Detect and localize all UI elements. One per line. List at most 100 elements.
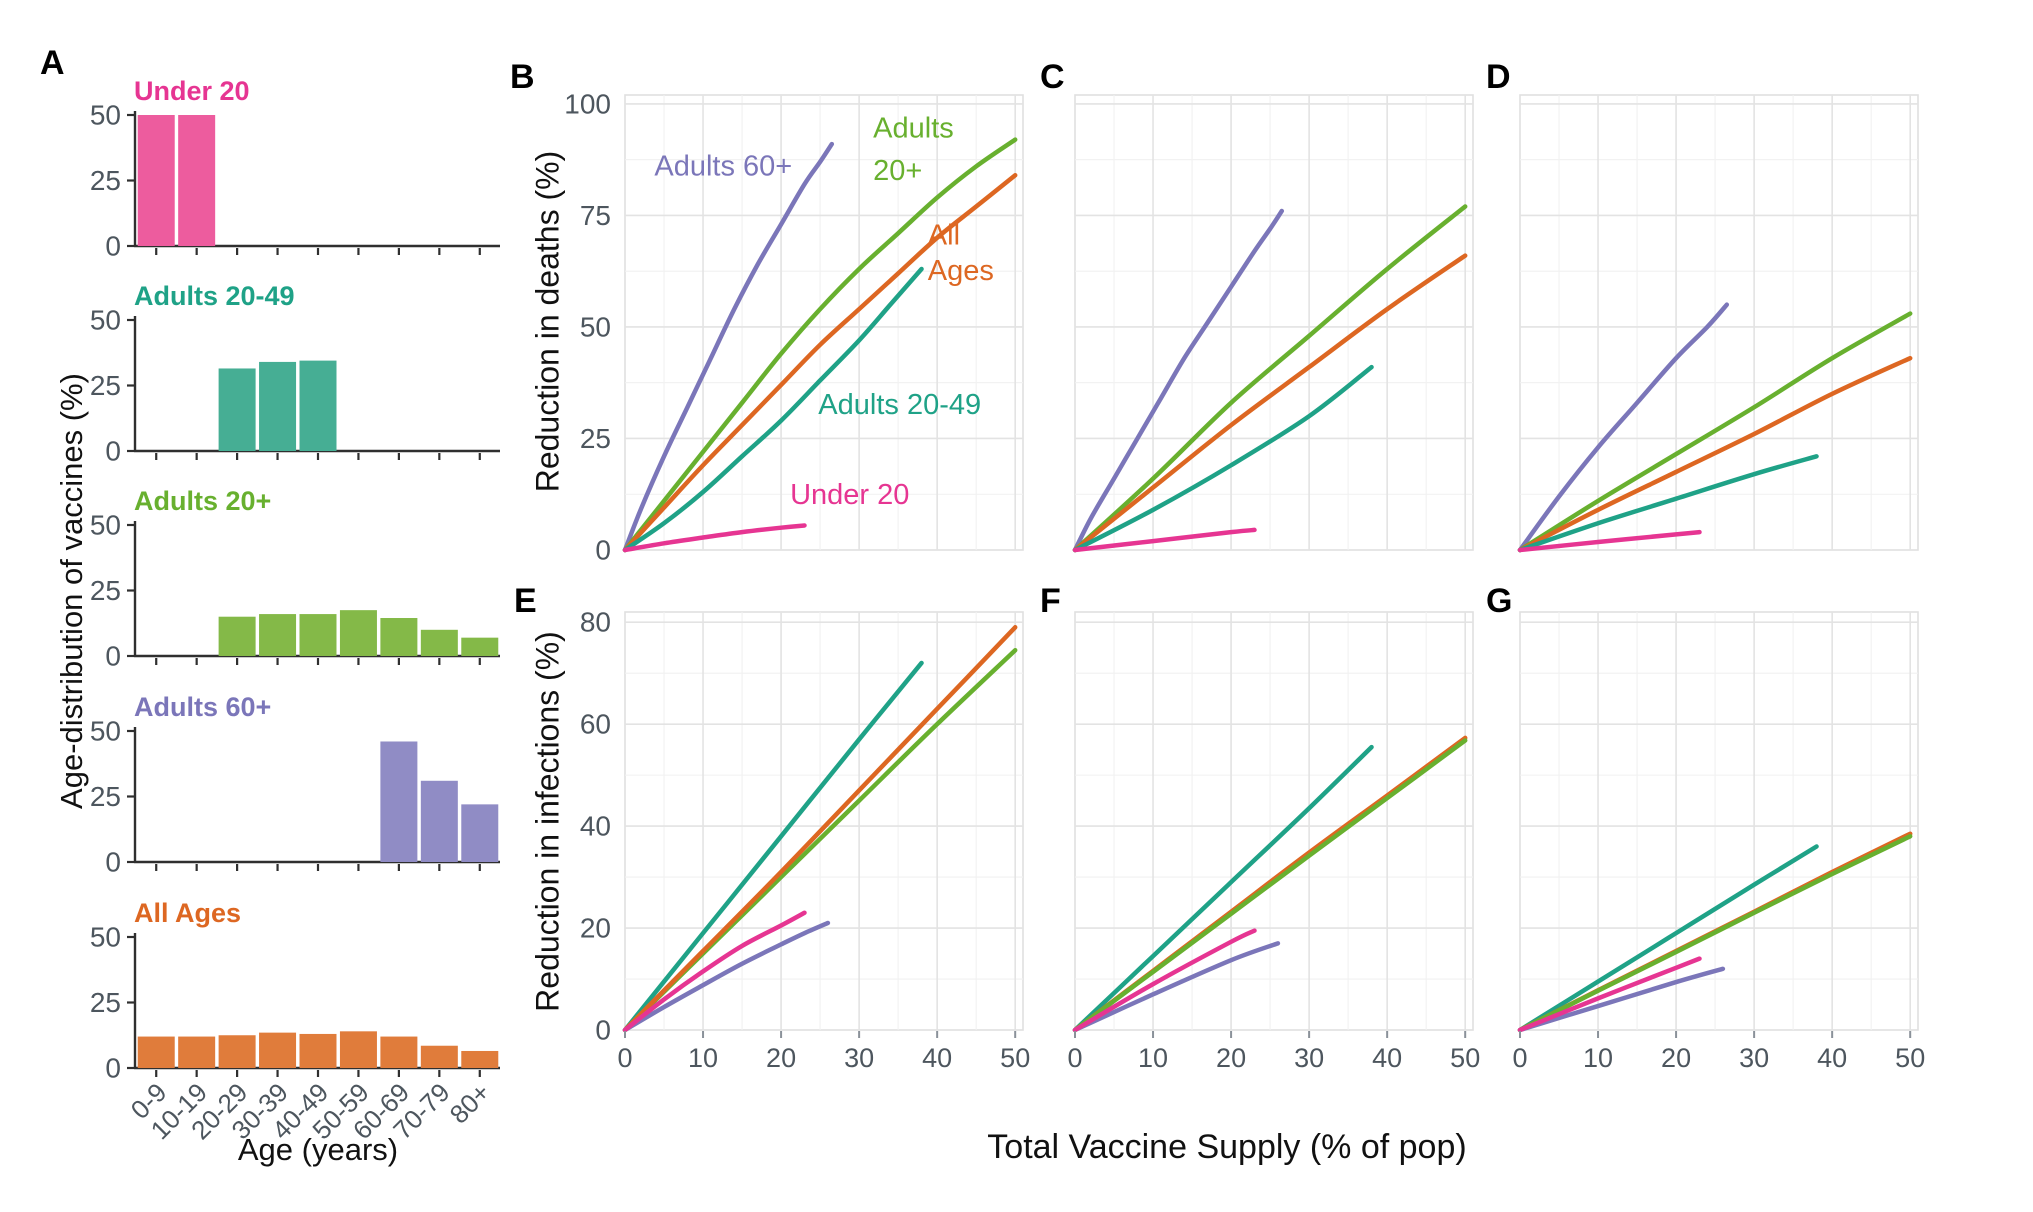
x-tick-label: 40 [1372,1043,1402,1073]
series-label-adults2049: Adults 20-49 [818,389,981,421]
line-under20 [622,523,807,553]
y-tick-label: 25 [90,575,121,606]
y-tick-label: 50 [90,510,121,541]
y-tick-label: 25 [90,370,121,401]
y-tick-label: 80 [580,607,611,638]
line-under20 [1072,527,1257,553]
bar-80+ [461,1050,499,1068]
y-tick-label: 50 [580,311,611,342]
bar-60-69 [380,741,418,862]
y-tick-label: 25 [90,165,121,196]
bar-70-79 [420,629,458,656]
bar-title-under-20: Under 20 [134,76,250,106]
line-adults2049 [1072,744,1374,1033]
line-adults60plus [622,920,831,1033]
bar-10-19 [178,1036,216,1068]
bar-50-59 [339,610,377,656]
panel-label-e: E [514,582,537,620]
line-allages [622,173,1018,553]
y-tick-label: 0 [105,231,121,262]
line-adults20plus [1517,311,1913,553]
bar-30-39 [259,614,297,656]
x-tick-label: 0 [1512,1043,1527,1073]
bar-40-49 [299,360,337,451]
bar-80+ [461,637,499,656]
y-tick-label: 25 [90,987,121,1018]
line-adults2049 [622,266,924,553]
y-tick-label: 50 [90,100,121,131]
series-label-adults60plus: Adults 60+ [654,150,792,182]
line-panel-svg-E: 0 20 40 60 80 0 10 20 30 40 50 [580,607,1030,1073]
line-adults20plus [1072,738,1468,1033]
bar-title-adults-20-49: Adults 20-49 [134,281,295,311]
age-x-axis-title: Age (years) [237,1132,399,1167]
bar-chart-svg-A2: 0 25 50 [90,305,500,467]
y-tick-label: 25 [90,781,121,812]
x-tick-label: 20 [766,1043,796,1073]
y-tick-label: 40 [580,811,611,842]
y-tick-label: 0 [105,1053,121,1084]
line-allages [1072,253,1468,553]
x-tick-label: 20 [1216,1043,1246,1073]
bar-20-29 [218,616,256,656]
x-tick-label: 0 [1067,1043,1082,1073]
series-label-under20: Under 20 [790,479,909,511]
y-tick-label: 75 [580,200,611,231]
y-tick-label: 50 [90,922,121,953]
line-panel-svg-G: 0 10 20 30 40 50 [1512,611,1925,1073]
bar-chart-svg-A3: 0 25 50 [90,510,500,672]
y-tick-label: 0 [595,535,611,566]
bar-40-49 [299,614,337,656]
line-under20 [1517,956,1702,1033]
line-adults60plus [1517,966,1726,1033]
panel-label-g: G [1486,582,1513,620]
x-tick-label: 30 [1294,1043,1324,1073]
line-adults20plus [1517,834,1913,1033]
y-tick-label: 50 [90,716,121,747]
bar-chart-svg-A4: 0 25 50 [90,716,500,878]
bar-70-79 [420,1045,458,1068]
bar-title-all-ages: All Ages [134,898,242,928]
line-under20 [1072,928,1257,1033]
bar-20-29 [218,368,256,451]
panel-label-d: D [1486,58,1511,96]
line-adults20plus [1072,204,1468,553]
line-adults60plus [1517,302,1730,553]
bar-40-49 [299,1033,337,1068]
line-adults2049 [1517,454,1819,553]
x-tick-label: 0 [617,1043,632,1073]
bar-50-59 [339,1031,377,1068]
y-tick-label: 0 [595,1015,611,1046]
y-tick-label: 0 [105,847,121,878]
line-under20 [622,910,807,1033]
bar-30-39 [259,1032,297,1068]
x-tick-label: 40 [1817,1043,1847,1073]
bar-title-adults-60plus: Adults 60+ [134,692,272,722]
line-adults20plus [622,137,1018,553]
bar-chart-svg-A5: 025500-910-1920-2930-3940-4950-5960-6970… [90,922,500,1145]
x-tick-label: 50 [1450,1043,1480,1073]
y-tick-label: 20 [580,913,611,944]
series-label-allages: All [928,220,960,252]
bar-10-19 [178,115,216,246]
x-tick-label: 50 [1895,1043,1925,1073]
series-label-adults20plus: 20+ [873,155,922,187]
bar-title-adults-20plus: Adults 20+ [134,486,272,516]
line-under20 [1517,529,1702,553]
x-tick-label: 30 [1739,1043,1769,1073]
x-tick-label: 40 [922,1043,952,1073]
supply-x-axis-title: Total Vaccine Supply (% of pop) [987,1128,1467,1166]
y-tick-label: 100 [564,88,611,119]
x-tick-label: 30 [844,1043,874,1073]
line-adults60plus [1072,941,1281,1033]
x-tick-label: 10 [1138,1043,1168,1073]
series-label-adults20plus: Adults [873,112,954,144]
line-allages [622,625,1018,1033]
x-tick-label: 50 [1000,1043,1030,1073]
bar-0-9 [137,1036,175,1068]
line-panel-svg-D [1517,94,1919,553]
y-tick-label: 0 [105,641,121,672]
x-tick-label: 10 [1583,1043,1613,1073]
line-panel-svg-C [1072,94,1474,553]
